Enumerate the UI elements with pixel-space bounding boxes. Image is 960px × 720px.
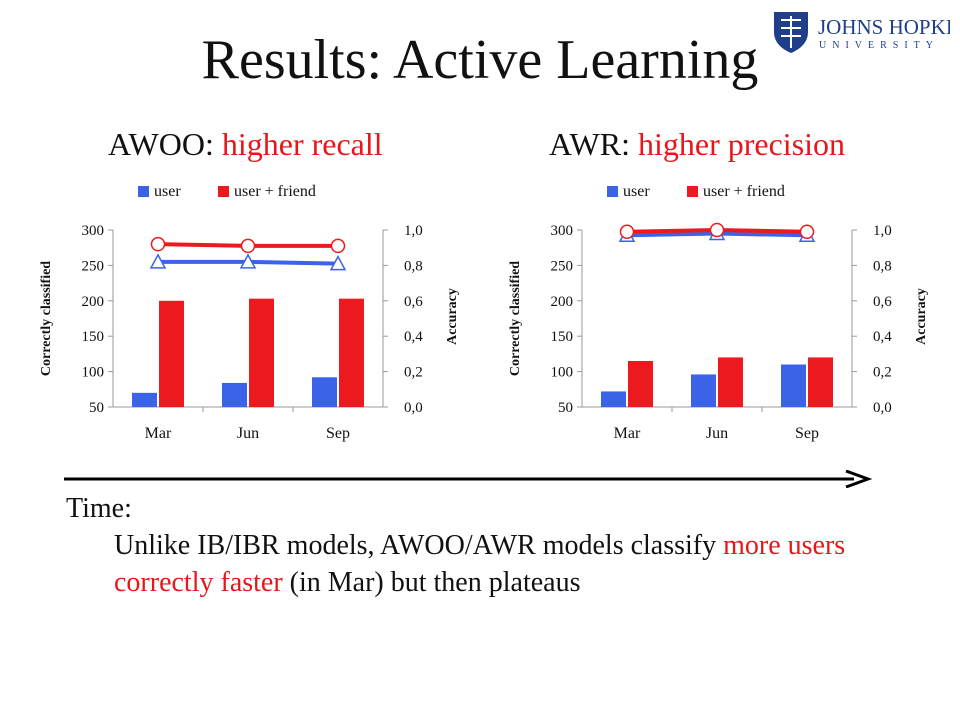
y-right-tick-label: 1,0 [873,223,892,239]
bar-user [312,377,337,407]
subtitle-model: AWR [549,126,622,162]
body-heading: Time: [66,493,132,524]
bar-user [222,382,247,407]
body-text-after: (in Mar) but then plateaus [282,567,581,598]
subtitle-separator: : [621,126,638,162]
logo-line1: JOHNS HOPKINS [818,15,950,39]
y-right-tick-label: 0,2 [404,365,423,381]
y-right-tick-label: 0,0 [404,400,423,416]
x-tick-label: Jun [237,425,259,442]
x-tick-label: Sep [795,425,819,442]
accuracy-marker-circle [799,224,815,240]
legend-swatch [218,186,229,197]
y-tick-label: 200 [551,294,574,310]
chart-awoo: user user + friend 50 100 150 200 250 300 0,0 0,2… [39,183,460,442]
subtitle-model: AWOO [108,126,205,162]
x-tick-label: Sep [326,425,350,442]
accuracy-marker-triangle [239,253,257,269]
body-text: Time: Unlike IB/IBR models, AWOO/AWR mod… [66,490,946,601]
y-tick-label: 250 [82,258,105,274]
accuracy-marker-triangle [329,255,347,271]
y-tick-label: 50 [558,400,573,416]
panel-subtitle-awoo: AWOO: higher recall [108,126,383,163]
legend-label: user + friend [234,183,316,200]
y-tick-label: 150 [82,329,105,345]
y-tick-label: 300 [82,223,105,239]
bar-user-friend [339,298,364,407]
y-tick-label: 250 [551,258,574,274]
y-axis-title-right: Accuracy [445,288,460,345]
subtitle-separator: : [204,126,222,162]
y-right-tick-label: 0,4 [404,329,423,345]
legend-label: user + friend [703,183,785,200]
subtitle-highlight: higher recall [221,126,383,162]
accuracy-marker-circle [619,224,635,240]
jhu-logo: JOHNS HOPKINS UNIVERSITY [774,12,950,53]
accuracy-marker-circle [709,222,725,238]
y-axis-title-right: Accuracy [914,288,929,345]
y-right-tick-label: 0,8 [404,258,423,274]
bar-user [691,374,716,407]
y-axis-title: Correctly classified [508,261,523,376]
legend-swatch [687,186,698,197]
x-tick-label: Mar [145,425,172,442]
y-tick-label: 50 [89,400,104,416]
y-right-tick-label: 0,4 [873,329,892,345]
y-tick-label: 300 [551,223,574,239]
bar-user-friend [159,300,184,407]
bar-user [781,364,806,407]
y-axis-title: Correctly classified [39,261,54,376]
legend-swatch [138,186,149,197]
y-right-tick-label: 0,2 [873,365,892,381]
bar-user-friend [808,357,833,407]
y-tick-label: 100 [551,365,574,381]
legend-label: user [154,183,181,200]
shield-icon [774,12,808,53]
accuracy-marker-triangle [149,253,167,269]
body-text-highlight: more users correctly faster [114,530,846,598]
x-tick-label: Mar [614,425,641,442]
legend-swatch [607,186,618,197]
time-arrow [64,470,872,488]
bar-user-friend [718,357,743,407]
y-tick-label: 100 [82,365,105,381]
y-right-tick-label: 0,6 [404,294,423,310]
y-right-tick-label: 0,0 [873,400,892,416]
body-text-before: Unlike IB/IBR models, AWOO/AWR models cl… [114,530,724,561]
y-right-tick-label: 1,0 [404,223,423,239]
y-right-tick-label: 0,6 [873,294,892,310]
subtitle-highlight: higher precision [637,126,846,162]
y-right-tick-label: 0,8 [873,258,892,274]
bar-user-friend [249,298,274,407]
y-tick-label: 200 [82,294,105,310]
x-tick-label: Jun [706,425,728,442]
accuracy-marker-circle [330,238,346,254]
chart-awr: user user + friend 50 100 150 200 250 300 0,0 0,2… [508,183,929,442]
bar-user [601,391,626,407]
accuracy-marker-circle [240,238,256,254]
logo-line2: UNIVERSITY [819,40,939,51]
y-tick-label: 150 [551,329,574,345]
bar-user-friend [628,360,653,407]
panel-subtitle-awr: AWR: higher precision [549,126,845,163]
accuracy-marker-circle [150,236,166,252]
legend-label: user [623,183,650,200]
slide-title: Results: Active Learning [201,29,759,91]
body-paragraph: Unlike IB/IBR models, AWOO/AWR models cl… [66,527,946,601]
bar-user [132,392,157,407]
